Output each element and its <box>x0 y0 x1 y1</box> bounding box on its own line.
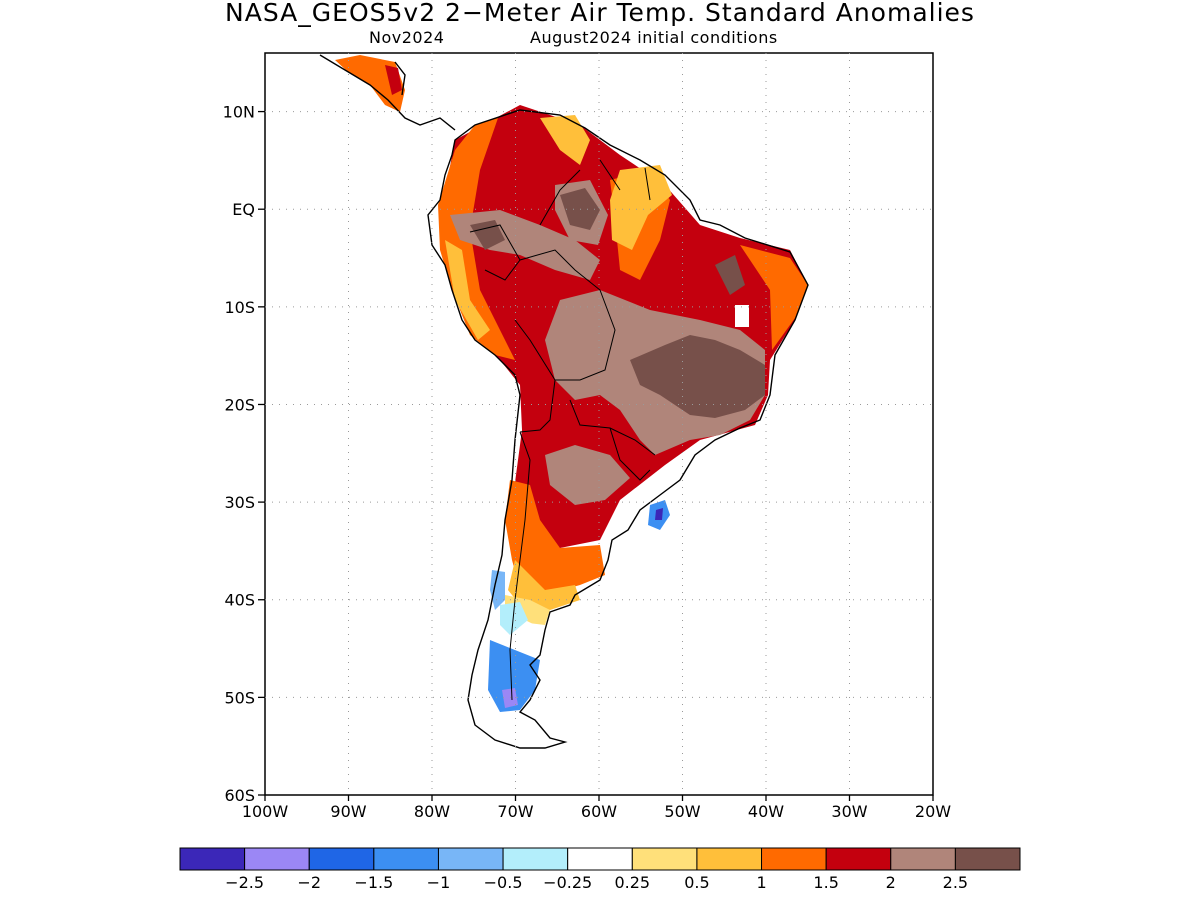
colorbar-label: 0.5 <box>684 873 709 892</box>
central-america-coastline <box>319 54 456 131</box>
anomaly-region-darkbrown-ne <box>715 255 745 295</box>
lat-tick-label: 40S <box>224 591 255 610</box>
anomaly-region-south-orange <box>505 480 605 595</box>
colorbar-label: −2.5 <box>225 873 264 892</box>
lat-tick-label: 20S <box>224 395 255 414</box>
anomaly-region-orange-e <box>740 245 808 350</box>
anomaly-region-amber-carib <box>540 115 590 165</box>
lon-tick-label: 50W <box>664 802 700 821</box>
colorbar-label: 2 <box>886 873 896 892</box>
lat-tick-label: EQ <box>232 200 255 219</box>
lon-tick-label: 40W <box>748 802 784 821</box>
map-title: NASA_GEOS5v2 2−Meter Air Temp. Standard … <box>225 0 975 27</box>
initial-conditions: August2024 initial conditions <box>530 28 778 47</box>
lon-tick-label: 90W <box>330 802 366 821</box>
country-borders <box>469 159 656 701</box>
colorbar-label: −0.5 <box>484 873 523 892</box>
colorbar-label: −1 <box>427 873 451 892</box>
coastlines <box>319 54 809 749</box>
anomaly-region-white-block <box>735 305 749 327</box>
anomaly-field <box>335 55 808 712</box>
lon-tick-label: 80W <box>414 802 450 821</box>
colorbar-label: −2 <box>297 873 321 892</box>
anomaly-region-uruguay-purple <box>655 508 663 520</box>
colorbar-swatch <box>502 847 569 871</box>
colorbar-label: −0.25 <box>543 873 592 892</box>
lat-tick-label: 60S <box>224 786 255 805</box>
colorbar-swatch <box>437 847 504 871</box>
lon-tick-label: 60W <box>581 802 617 821</box>
colorbar-swatch <box>373 847 439 871</box>
colorbar-swatch <box>244 847 310 871</box>
lat-tick-label: 10N <box>223 103 255 122</box>
anomaly-region-south-blue <box>488 640 540 712</box>
lat-tick-label: 30S <box>224 493 255 512</box>
colorbar-swatch <box>825 847 892 871</box>
anomaly-region-darkbrown-amazon <box>470 220 505 250</box>
lat-tick-label: 10S <box>224 298 255 317</box>
colorbar-swatch <box>761 847 827 871</box>
colorbar-swatch <box>308 847 375 871</box>
colorbar-label: 0.25 <box>614 873 650 892</box>
anomaly-region-amber-west <box>445 240 490 340</box>
anomaly-region-south-lightblue <box>490 570 505 610</box>
colorbar-label: 2.5 <box>943 873 968 892</box>
colorbar-label: 1.5 <box>813 873 838 892</box>
lon-tick-label: 30W <box>831 802 867 821</box>
colorbar-swatch <box>179 847 246 871</box>
anomaly-region-amber-north <box>610 165 672 250</box>
south-america-coastline <box>427 109 809 749</box>
anomaly-region-darkbrown-brazil <box>630 335 765 418</box>
graticule <box>265 53 933 795</box>
forecast-month: Nov2024 <box>369 28 445 47</box>
colorbar-label: 1 <box>756 873 766 892</box>
anomaly-region-south-cyan <box>500 602 528 635</box>
lon-tick-label: 70W <box>497 802 533 821</box>
anomaly-region-lightbrown-argentina <box>545 445 630 505</box>
lon-tick-label: 20W <box>915 802 951 821</box>
colorbar-label: −1.5 <box>354 873 393 892</box>
lat-tick-label: 50S <box>224 688 255 707</box>
colorbar-swatch <box>567 847 633 871</box>
anomaly-region-south-amber <box>508 560 580 610</box>
lon-tick-label: 100W <box>242 802 289 821</box>
colorbar: −2.5 −2 −1.5 −1 −0.5 −0.25 0.25 0.5 1 1.5 2 2.5 <box>179 847 1021 892</box>
colorbar-swatch <box>631 847 698 871</box>
anomaly-region-central-america-red <box>385 65 402 95</box>
colorbar-swatch <box>890 847 956 871</box>
colorbar-swatch <box>954 847 1021 871</box>
colorbar-swatch <box>696 847 763 871</box>
anomaly-region-south-lilac <box>502 688 518 708</box>
